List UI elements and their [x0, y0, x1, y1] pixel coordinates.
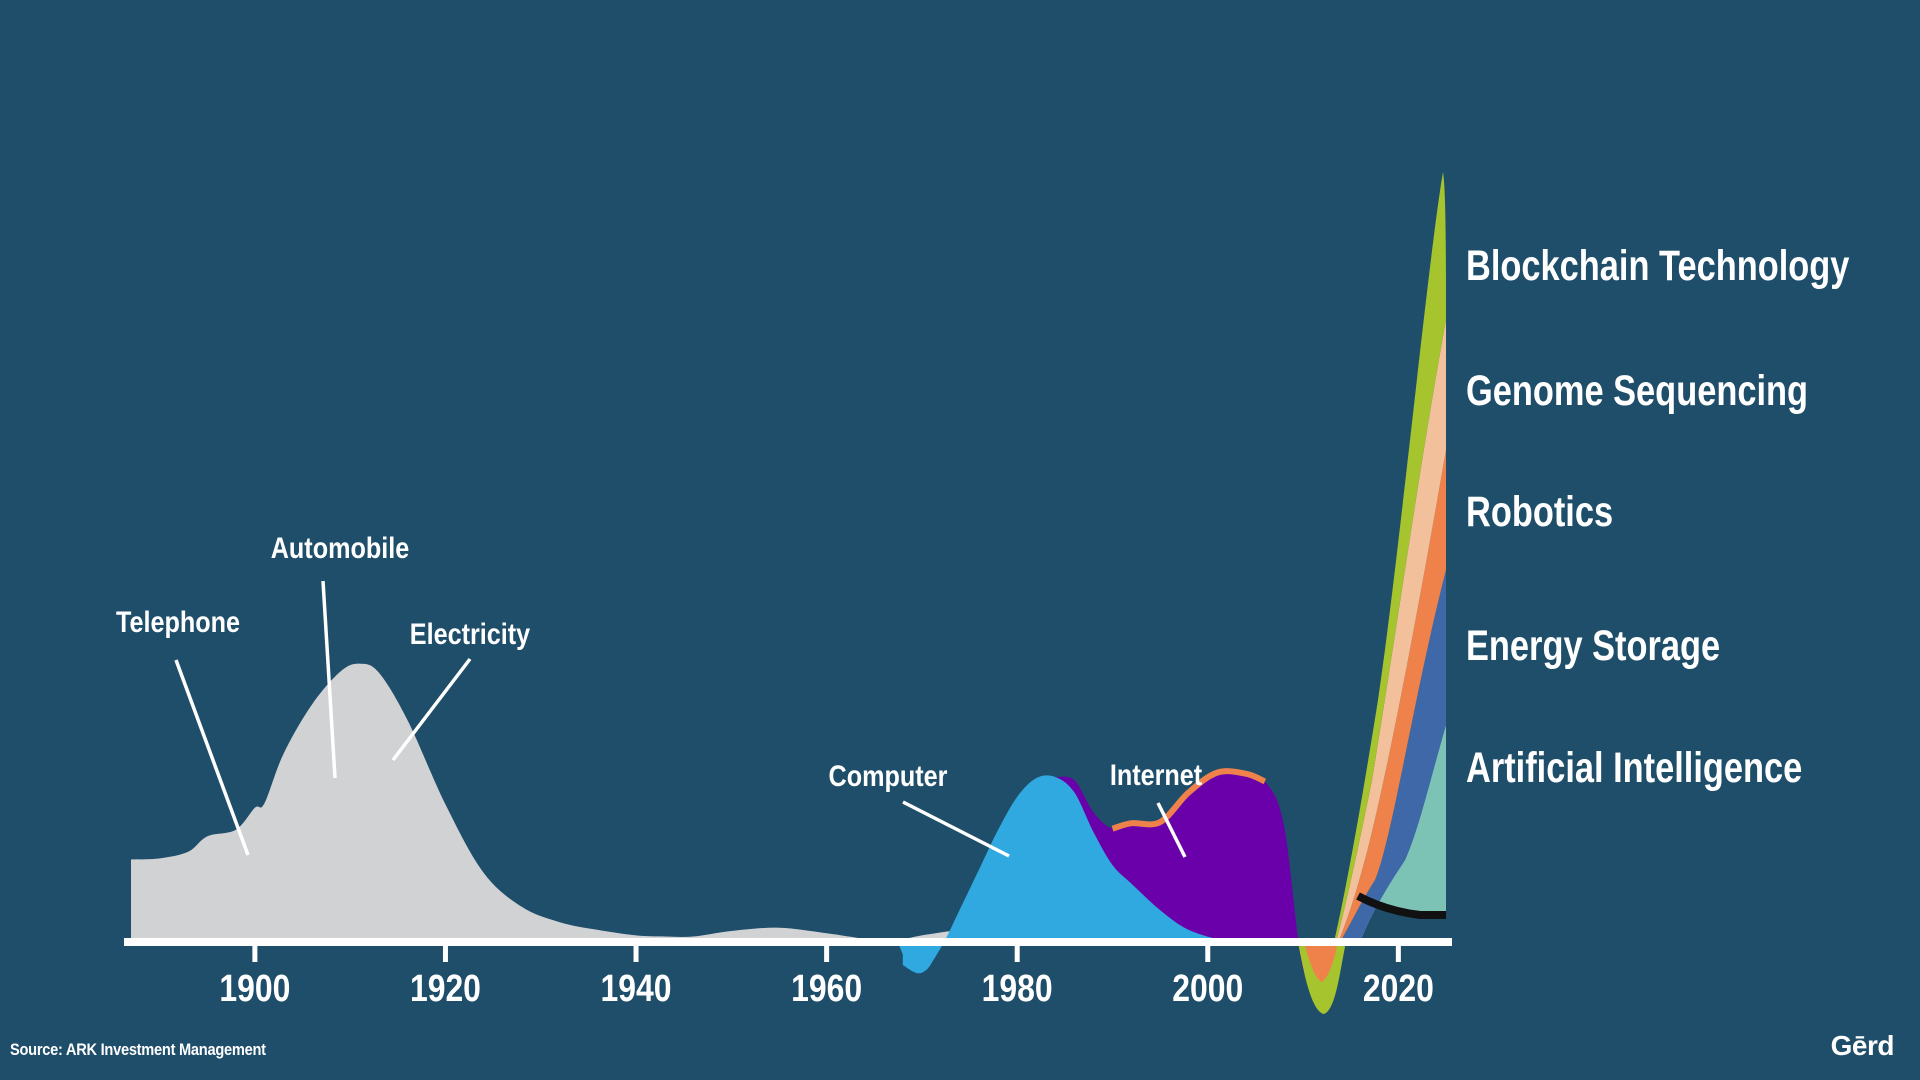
- series-computer-area: [902, 775, 1227, 974]
- leader-line-telephone: [174, 659, 250, 856]
- brand-logo: Gērd: [1830, 1030, 1895, 1061]
- leader-line-electricity: [391, 657, 472, 762]
- annotation-label-electricity: Electricity: [410, 617, 531, 651]
- series-blockchain-technology-area: [1334, 172, 1446, 942]
- series-artificial-intelligence-area: [1360, 725, 1446, 942]
- series-telephone-area: [131, 663, 1170, 942]
- legend-label: Genome Sequencing: [1466, 367, 1808, 414]
- annotation-leader-lines: [174, 580, 1187, 858]
- annotation-label-automobile: Automobile: [271, 531, 410, 565]
- x-tick-label: 2000: [1172, 967, 1243, 1009]
- x-tick-label: 1960: [791, 967, 862, 1009]
- x-tick-label: 1980: [982, 967, 1053, 1009]
- annotation-labels: Telephone Automobile Electricity Computer In…: [116, 531, 1202, 793]
- x-tick-label: 1940: [601, 967, 672, 1009]
- x-tick-label: 2020: [1363, 967, 1434, 1009]
- annotation-label-telephone: Telephone: [116, 605, 240, 639]
- source-note: Source: ARK Investment Management: [10, 1040, 266, 1059]
- legend-label: Energy Storage: [1466, 622, 1720, 669]
- x-tick-label: 1920: [410, 967, 481, 1009]
- series-robotics-dip: [1304, 942, 1338, 982]
- legend-label: Robotics: [1466, 488, 1613, 535]
- leader-line-internet: [1156, 802, 1187, 858]
- legend-label: Blockchain Technology: [1466, 242, 1850, 289]
- x-tick-label: 1900: [219, 967, 290, 1009]
- series-trailing-dark-line: [1356, 892, 1446, 919]
- legend-label: Artificial Intelligence: [1466, 744, 1802, 791]
- annotation-label-computer: Computer: [829, 759, 948, 793]
- x-axis-ticks: 1900 1920 1940 1960 1980 2000 2020: [219, 942, 1434, 1010]
- series-computer-dip: [898, 942, 940, 973]
- series-energy-storage-area: [1340, 570, 1446, 942]
- chart-areas: [131, 172, 1446, 1014]
- series-internet-rim: [1111, 768, 1267, 832]
- annotation-label-internet: Internet: [1110, 758, 1202, 792]
- leader-line-computer: [902, 800, 1010, 858]
- legend: Blockchain Technology Genome Sequencing Ro…: [1466, 242, 1850, 791]
- leader-line-automobile: [321, 580, 337, 779]
